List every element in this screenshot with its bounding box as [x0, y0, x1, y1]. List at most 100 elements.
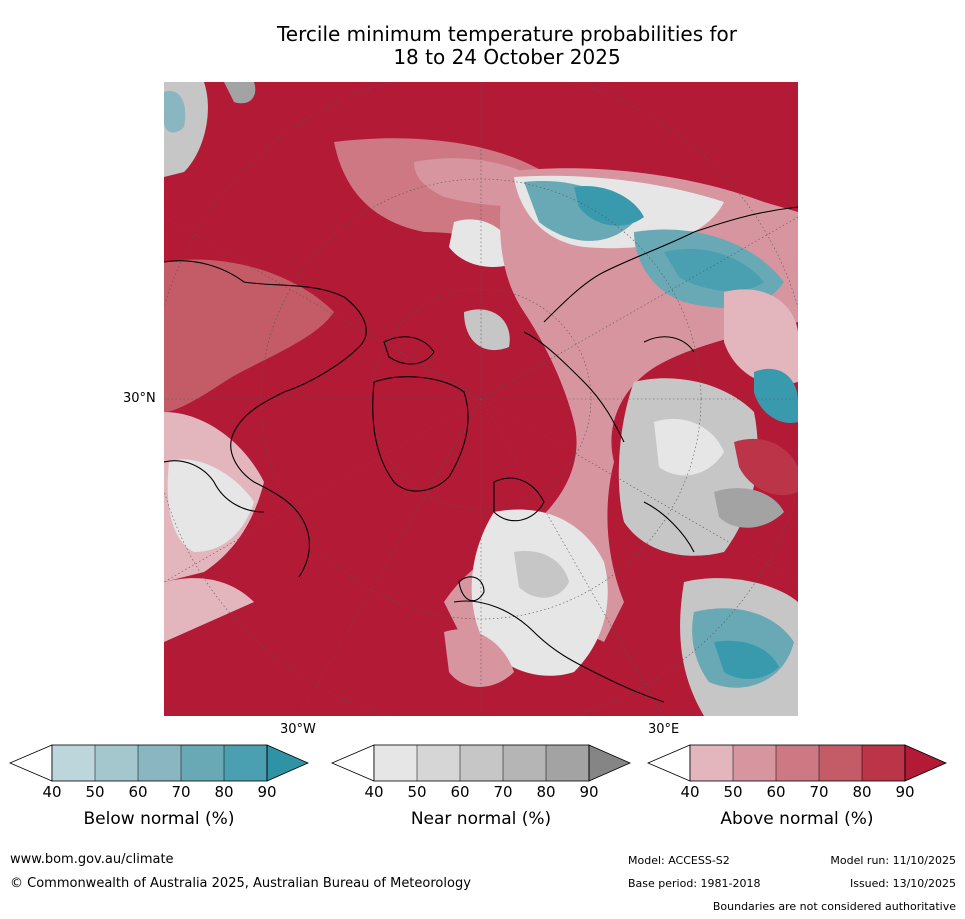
colorbar-above-label: Above normal (%) [720, 809, 874, 829]
colorbar-above-extension-low [646, 744, 691, 782]
colorbar-near-80-90 [546, 745, 589, 781]
colorbar-above-50-60 [733, 745, 776, 781]
coastline-hudson [164, 460, 265, 513]
colorbar-near-extension-low [330, 744, 375, 782]
colorbar-above-normal [646, 744, 947, 782]
coastline-lake [643, 336, 695, 353]
map-title-line1: Tercile minimum temperature probabilitie… [276, 22, 738, 46]
colorbar-near-70-80 [503, 745, 546, 781]
colorbar-above-frame [689, 744, 906, 782]
latitude-label-30n: 30°N [123, 391, 156, 406]
colorbar-near-label: Near normal (%) [410, 809, 552, 829]
region-near-normal-mid-europe [514, 551, 569, 598]
footer-url: www.bom.gov.au/climate [10, 852, 174, 867]
colorbar-above-dividers [732, 745, 863, 781]
colorbar-near-60-70 [460, 745, 503, 781]
graticule [164, 82, 798, 716]
colorbar-below-tick: 80 [214, 783, 234, 801]
probability-regions [164, 82, 798, 716]
region-above-80-asia [734, 438, 798, 496]
colorbar-below-extension-high [266, 744, 309, 782]
footer-base-period: Base period: 1981-2018 [628, 877, 761, 890]
region-near-normal-high-asia [714, 488, 784, 528]
colorbar-above-tick: 90 [895, 783, 915, 801]
meridian-30e [480, 398, 664, 716]
colorbar-near-tick: 70 [493, 783, 513, 801]
region-near-normal-west [167, 459, 254, 552]
colorbar-above-tick: 60 [766, 783, 786, 801]
colorbar-near-segments [330, 744, 631, 782]
colorbar-below-50-60 [95, 745, 138, 781]
coastline-alaska [164, 260, 367, 348]
colorbar-near-tick: 50 [407, 783, 427, 801]
colorbar-near-tick: 40 [364, 783, 384, 801]
colorbar-above-extension-high [904, 744, 947, 782]
coastline-caspian [643, 501, 695, 553]
region-above-40-east [724, 289, 798, 385]
colorbar-above-tick: 50 [723, 783, 743, 801]
region-below-normal-siberia [524, 181, 634, 241]
footer-copyright: © Commonwealth of Australia 2025, Austra… [10, 876, 471, 891]
colorbar-below-extension-low [8, 744, 53, 782]
footer-model: Model: ACCESS-S2 [628, 854, 730, 867]
region-below-90-central-asia [754, 368, 798, 423]
colorbar-near-tick: 90 [579, 783, 599, 801]
colorbar-above-60-70 [776, 745, 819, 781]
coastline-ellesmere [383, 336, 435, 365]
colorbar-near-dividers [416, 745, 547, 781]
meridian-120e [480, 216, 798, 400]
colorbar-below-80-90 [224, 745, 267, 781]
longitude-label-30w: 30°W [280, 722, 316, 737]
region-near-normal-top [224, 82, 256, 104]
meridian-60w [164, 398, 482, 583]
colorbar-above-tick: 70 [809, 783, 829, 801]
colorbar-above-70-80 [819, 745, 862, 781]
colorbar-below-tick: 90 [257, 783, 277, 801]
region-below-80-east [664, 248, 764, 292]
coastline-scandinavia [493, 477, 545, 522]
coastline-greenland [372, 376, 469, 492]
coastline-siberia [543, 206, 798, 323]
colorbar-near-tick: 60 [450, 783, 470, 801]
colorbar-below-70-80 [181, 745, 224, 781]
footer-model-run: Model run: 11/10/2025 [830, 854, 956, 867]
colorbar-above-tick: 80 [852, 783, 872, 801]
colorbar-below-tick: 50 [85, 783, 105, 801]
footer-issued: Issued: 13/10/2025 [849, 877, 956, 890]
region-near-normal-light-asia [654, 418, 724, 476]
colorbar-near-frame [373, 744, 590, 782]
colorbar-below-label: Below normal (%) [83, 809, 235, 829]
colorbar-near-50-60 [417, 745, 460, 781]
colorbar-near-tick: 80 [536, 783, 556, 801]
coastline-british-isles [458, 576, 485, 602]
coastline-canada [230, 346, 360, 578]
map-title-line2: 18 to 24 October 2025 [393, 45, 621, 69]
colorbar-above-40-50 [690, 745, 733, 781]
colorbar-above-80-90 [862, 745, 905, 781]
tercile-probability-map [164, 82, 798, 716]
longitude-label-30e: 30°E [648, 722, 680, 737]
colorbar-near-40-50 [374, 745, 417, 781]
meridian-60e [480, 398, 798, 583]
region-below-90-south-asia [714, 640, 779, 679]
colorbar-above-segments [646, 744, 947, 782]
colorbar-near-extension-high [588, 744, 631, 782]
latitude-circle-60n [370, 288, 592, 510]
coastline-barents [523, 331, 625, 443]
region-above-70 [164, 259, 334, 412]
region-below-90-siberia [574, 186, 644, 226]
colorbar-below-tick: 70 [171, 783, 191, 801]
region-above-50-mediterranean [444, 629, 514, 687]
colorbar-below-tick: 40 [42, 783, 62, 801]
colorbar-below-40-50 [52, 745, 95, 781]
colorbar-above-tick: 40 [680, 783, 700, 801]
coastline-europe-africa [453, 600, 665, 703]
colorbar-below-tick: 60 [128, 783, 148, 801]
region-below-normal-pacific [164, 91, 186, 133]
region-near-normal-svalbard [464, 309, 510, 351]
colorbar-below-normal [8, 744, 309, 782]
region-above-40-atlantic [164, 578, 254, 642]
coastlines [164, 206, 798, 703]
meridian-30w [298, 398, 482, 716]
colorbar-below-frame [51, 744, 268, 782]
